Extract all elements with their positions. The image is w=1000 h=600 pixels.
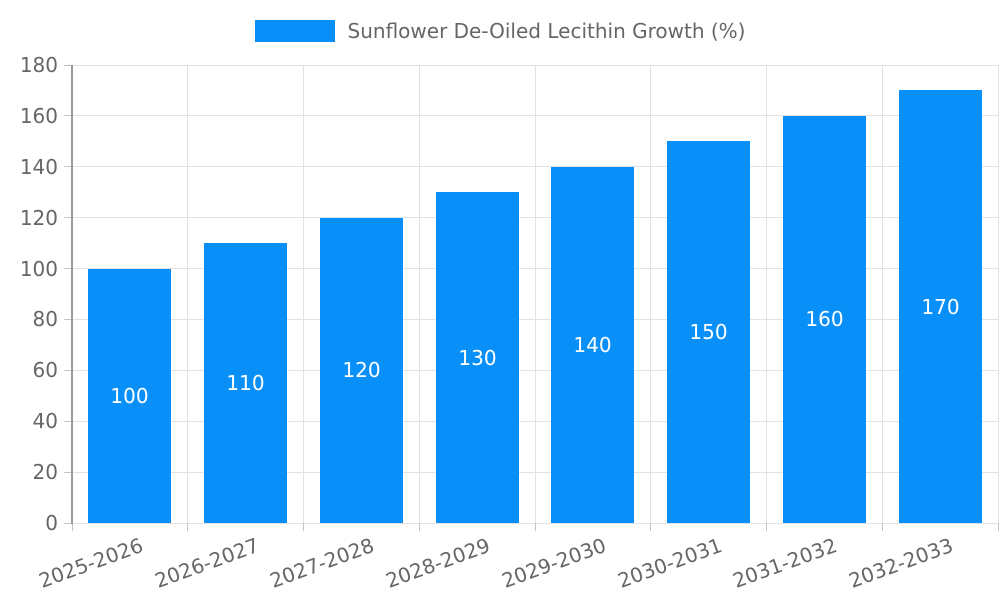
y-tick-mark <box>64 166 72 168</box>
y-axis-line <box>71 65 73 524</box>
y-tick-mark <box>64 522 72 524</box>
y-tick-mark <box>64 115 72 117</box>
bar-2028-2029 <box>436 192 519 523</box>
y-tick-mark <box>64 369 72 371</box>
bar-2025-2026 <box>88 268 171 523</box>
gridline-v <box>881 65 883 523</box>
y-axis-tick-label: 20 <box>32 460 58 485</box>
y-axis-tick-label: 120 <box>19 205 58 230</box>
legend-label: Sunflower De-Oiled Lecithin Growth (%) <box>347 19 746 43</box>
bar-value-label: 110 <box>226 371 265 395</box>
bar-value-label: 140 <box>573 333 612 357</box>
gridline-v <box>997 65 999 523</box>
x-tick-mark <box>71 523 73 531</box>
gridline-v <box>418 65 420 523</box>
gridline-v <box>650 65 652 523</box>
x-tick-mark <box>997 523 999 531</box>
y-axis-tick-label: 40 <box>32 409 58 434</box>
bar-value-label: 100 <box>110 384 149 408</box>
x-tick-mark <box>303 523 304 531</box>
y-tick-mark <box>64 268 72 270</box>
y-tick-mark <box>64 420 72 422</box>
y-axis-tick-label: 180 <box>19 53 58 77</box>
bar-2029-2030 <box>551 166 634 523</box>
x-tick-mark <box>418 523 420 531</box>
gridline-v <box>303 65 304 523</box>
x-axis-tick-label: 2030-2031 <box>614 533 725 593</box>
x-tick-mark <box>187 523 189 531</box>
x-tick-mark <box>766 523 767 531</box>
bar-2026-2027 <box>204 243 287 523</box>
y-tick-mark <box>64 318 72 320</box>
y-axis-tick-label: 60 <box>32 358 58 383</box>
y-axis-tick-label: 0 <box>45 511 58 535</box>
bar-2031-2032 <box>783 115 866 523</box>
x-axis-tick-label: 2029-2030 <box>498 533 610 593</box>
x-axis-tick-label: 2028-2029 <box>382 533 494 593</box>
x-axis-tick-label: 2025-2026 <box>35 533 147 593</box>
bar-2030-2031 <box>667 141 750 523</box>
y-axis-tick-label: 160 <box>19 103 58 128</box>
gridline-v <box>187 65 189 523</box>
y-axis-tick-label: 100 <box>19 256 58 281</box>
bar-value-label: 120 <box>342 358 381 382</box>
x-axis-tick-label: 2032-2033 <box>845 533 957 593</box>
bar-value-label: 170 <box>921 295 960 319</box>
x-axis-tick-label: 2026-2027 <box>151 533 262 593</box>
bar-value-label: 130 <box>458 346 497 370</box>
y-axis-tick-label: 80 <box>32 307 58 332</box>
bar-value-label: 150 <box>689 320 728 344</box>
x-axis-tick-label: 2031-2032 <box>729 533 841 593</box>
gridline-v <box>766 65 767 523</box>
bar-value-label: 160 <box>805 307 844 331</box>
bar-2032-2033 <box>899 90 982 523</box>
y-tick-mark <box>64 217 72 219</box>
gridline-v <box>534 65 536 523</box>
legend-swatch <box>254 20 335 42</box>
x-tick-mark <box>650 523 652 531</box>
x-axis-tick-label: 2027-2028 <box>266 533 378 593</box>
y-axis-tick-label: 140 <box>19 154 58 179</box>
y-tick-mark <box>64 471 72 473</box>
chart-legend: Sunflower De-Oiled Lecithin Growth (%) <box>0 19 1000 43</box>
y-tick-mark <box>64 64 72 66</box>
x-tick-mark <box>534 523 536 531</box>
x-tick-mark <box>881 523 883 531</box>
bar-2027-2028 <box>320 217 403 523</box>
